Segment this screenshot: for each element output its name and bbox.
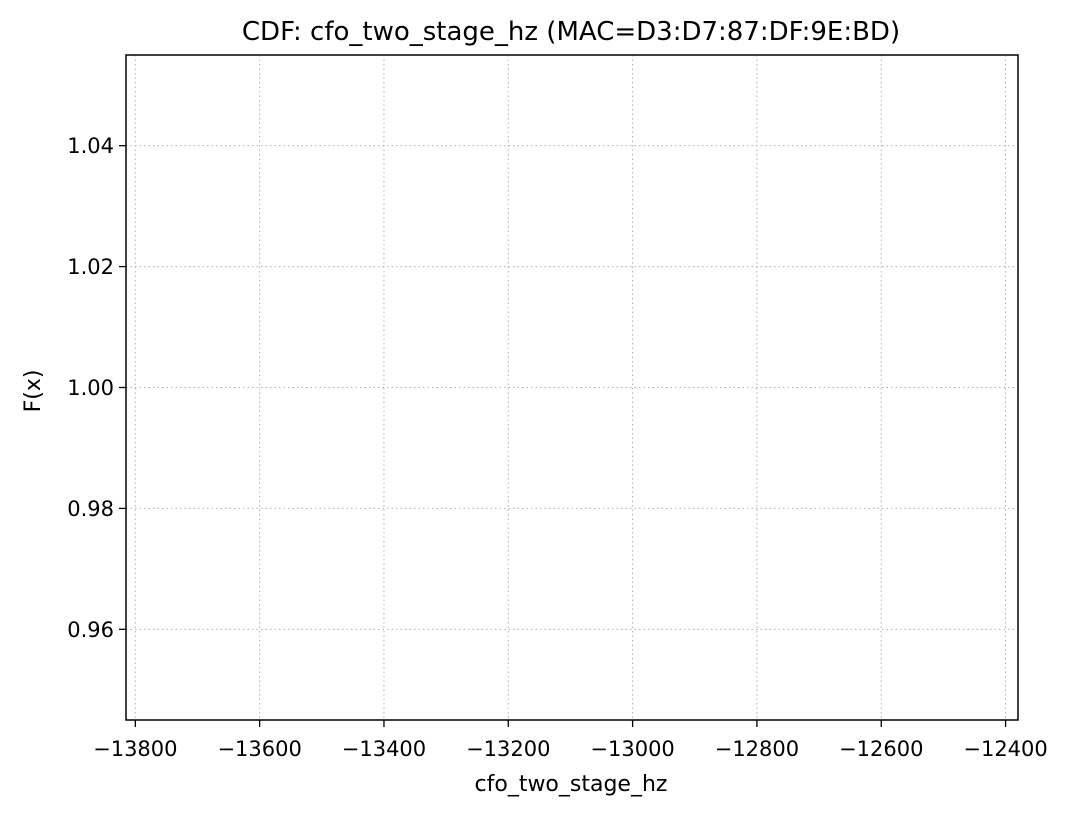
y-tick-label: 1.02 bbox=[67, 255, 114, 279]
y-tick-label: 0.96 bbox=[67, 618, 114, 642]
x-tick-label: −12400 bbox=[963, 737, 1047, 761]
x-tick-label: −12800 bbox=[715, 737, 799, 761]
y-tick-label: 1.00 bbox=[67, 376, 114, 400]
x-tick-label: −13000 bbox=[590, 737, 674, 761]
x-tick-label: −13200 bbox=[466, 737, 550, 761]
y-axis-label: F(x) bbox=[21, 370, 46, 413]
y-gridlines bbox=[126, 145, 1018, 630]
x-tick-label: −13400 bbox=[342, 737, 426, 761]
x-axis-label: cfo_two_stage_hz bbox=[475, 772, 668, 797]
y-ticks: 0.96 0.98 1.00 1.02 1.04 bbox=[67, 134, 126, 642]
chart-title: CDF: cfo_two_stage_hz (MAC=D3:D7:87:DF:9… bbox=[242, 17, 900, 47]
x-gridlines bbox=[134, 55, 1007, 720]
x-tick-label: −13800 bbox=[93, 737, 177, 761]
y-tick-label: 1.04 bbox=[67, 134, 114, 158]
x-tick-label: −13600 bbox=[217, 737, 301, 761]
x-tick-label: −12600 bbox=[839, 737, 923, 761]
x-ticks: −13800 −13600 −13400 −13200 −13000 −12800 −126… bbox=[93, 720, 1048, 761]
y-tick-label: 0.98 bbox=[67, 497, 114, 521]
